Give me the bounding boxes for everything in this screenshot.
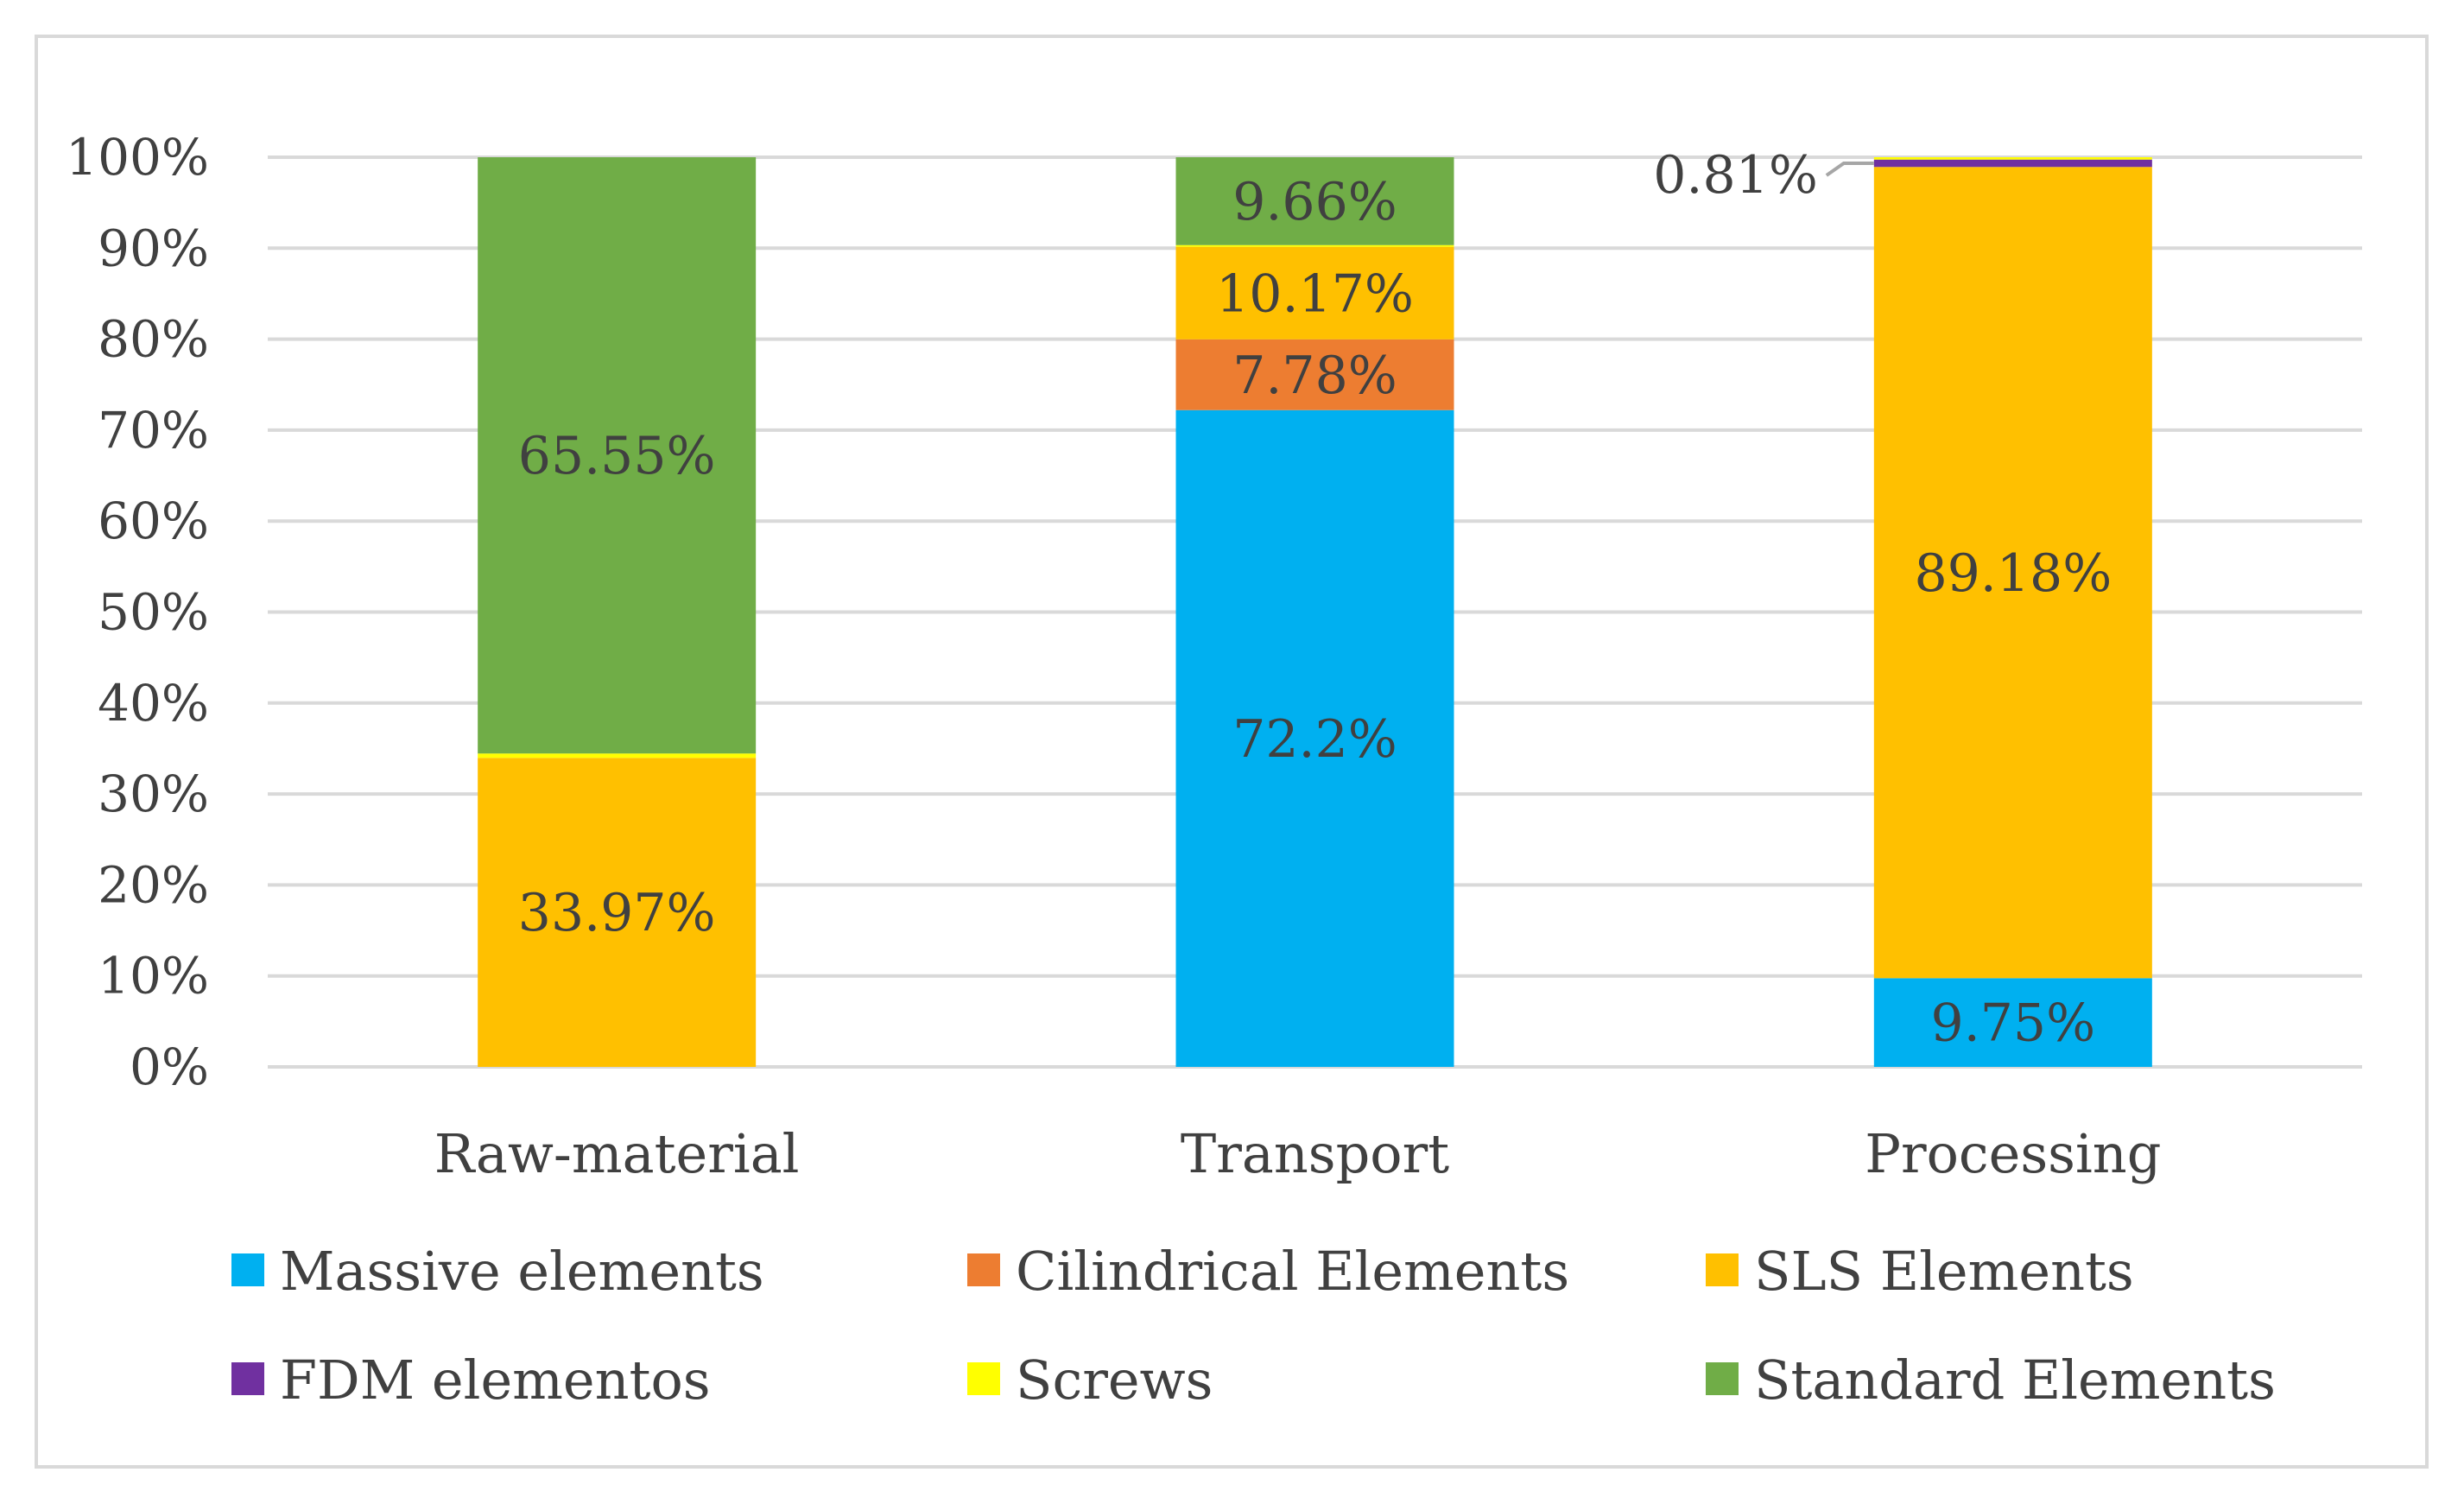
y-axis-ticks: 0% 10% 20% 30% 40% 50% 60% 70% 80% 90% 100% [66,128,209,1096]
y-tick-label: 20% [98,855,209,914]
legend-swatch [231,1253,264,1286]
bar-segment [478,753,757,758]
bar-segment [478,758,757,1067]
x-category-label: Processing [1865,1122,2161,1185]
bar-segment [1873,159,2152,168]
leader-line [1825,162,1874,177]
y-tick-label: 30% [98,765,209,823]
legend: Massive elements Cilindrical Elements SLS … [231,1240,2276,1412]
y-tick-label: 10% [98,947,209,1006]
bar-segment [1175,409,1454,1067]
x-category-label: Raw-material [434,1122,800,1185]
bar-segment [1175,246,1454,340]
bar-segment [1873,167,2152,979]
data-label: 9.66% [1232,172,1397,232]
data-label: 9.75% [1931,993,2096,1054]
legend-label: Massive elements [280,1240,764,1303]
y-tick-label: 50% [98,583,209,642]
x-axis-categories: Raw-material Transport Processing [434,1122,2162,1185]
bars [478,157,2152,1067]
data-label: 89.18% [1914,543,2112,604]
bar-segment [1873,978,2152,1067]
y-tick-label: 80% [98,310,209,369]
data-label: 10.17% [1216,263,1414,324]
x-category-label: Transport [1181,1122,1449,1185]
bar-segment [478,157,757,754]
legend-label: Screws [1016,1349,1213,1412]
y-tick-label: 60% [98,492,209,550]
legend-label: Standard Elements [1754,1349,2276,1412]
y-tick-label: 70% [98,401,209,460]
data-label: 0.81% [1653,145,1818,206]
data-label: 33.97% [518,883,716,943]
y-tick-label: 90% [98,219,209,277]
legend-swatch [1706,1362,1739,1395]
bar-segment [1175,339,1454,410]
data-labels: 33.97% 65.55% 72.2% 7.78% 10.17% 9.66% 9.75% 89… [518,145,2112,1054]
bar-segment [1175,244,1454,247]
legend-swatch [967,1362,1000,1395]
legend-swatch [231,1362,264,1395]
bar-segment [1873,157,2152,160]
legend-label: Cilindrical Elements [1016,1240,1569,1303]
y-tick-label: 40% [98,674,209,733]
legend-label: SLS Elements [1754,1240,2134,1303]
data-label: 7.78% [1232,346,1397,406]
y-tick-label: 0% [130,1038,209,1096]
data-label: 65.55% [518,426,716,486]
legend-label: FDM elementos [280,1349,711,1412]
bar-segment [1175,157,1454,245]
legend-swatch [1706,1253,1739,1286]
data-label: 72.2% [1232,709,1397,770]
legend-swatch [967,1253,1000,1286]
y-tick-label: 100% [66,128,209,187]
